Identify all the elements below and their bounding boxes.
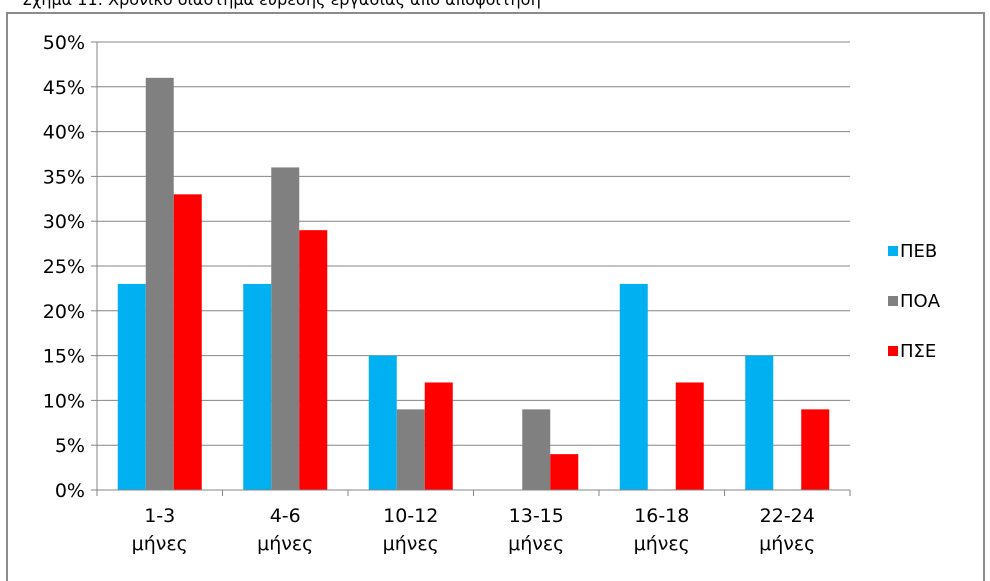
x-category-label: 13-15 μήνες bbox=[508, 505, 564, 555]
y-tick-label: 20% bbox=[43, 301, 85, 323]
bar-ΠΟΑ-4-6 μήνες bbox=[271, 167, 300, 490]
x-category-label: 22-24 μήνες bbox=[759, 505, 815, 555]
bars bbox=[117, 77, 830, 490]
y-tick-label: 15% bbox=[43, 346, 85, 368]
chart-frame bbox=[6, 12, 985, 581]
legend-label: ΠΣΕ bbox=[900, 341, 936, 362]
y-tick-label: 40% bbox=[43, 122, 85, 144]
legend-label: ΠΕΒ bbox=[900, 241, 937, 262]
bar-ΠΣΕ-10-12 μήνες bbox=[424, 382, 453, 490]
axes bbox=[96, 42, 851, 496]
bar-ΠΟΑ-13-15 μήνες bbox=[522, 409, 551, 490]
legend: ΠΕΒ ΠΟΑ ΠΣΕ bbox=[888, 241, 941, 362]
x-category-label: 16-18 μήνες bbox=[634, 505, 690, 555]
bar-ΠΕΒ-4-6 μήνες bbox=[243, 283, 272, 490]
y-tick-label: 50% bbox=[43, 32, 85, 54]
bar-ΠΕΒ-1-3 μήνες bbox=[117, 283, 146, 490]
bar-ΠΕΒ-10-12 μήνες bbox=[368, 355, 397, 490]
bar-ΠΣΕ-4-6 μήνες bbox=[299, 230, 328, 490]
bar-ΠΣΕ-16-18 μήνες bbox=[675, 382, 704, 490]
legend-swatch bbox=[888, 296, 898, 306]
x-category-label: 10-12 μήνες bbox=[383, 505, 439, 555]
bar-ΠΕΒ-16-18 μήνες bbox=[619, 283, 648, 490]
y-tick-label: 0% bbox=[55, 480, 85, 502]
bar-ΠΟΑ-10-12 μήνες bbox=[396, 409, 425, 490]
y-tick-label: 5% bbox=[55, 435, 85, 457]
bar-ΠΣΕ-22-24 μήνες bbox=[801, 409, 830, 490]
gridlines bbox=[91, 41, 850, 491]
bar-ΠΣΕ-13-15 μήνες bbox=[550, 454, 579, 490]
x-category-labels: 1-3 μήνες 4-6 μήνες 10-12 μήνες 13-15 μήνες 16-1… bbox=[132, 505, 816, 555]
legend-swatch bbox=[888, 346, 898, 356]
y-tick-label: 45% bbox=[43, 77, 85, 99]
y-tick-label: 30% bbox=[43, 211, 85, 233]
bar-ΠΣΕ-1-3 μήνες bbox=[173, 194, 202, 490]
y-tick-label: 35% bbox=[43, 166, 85, 188]
y-tick-labels: 0% 5% 10% 15% 20% 25% 30% 35% 40% 45% 50% bbox=[43, 32, 85, 502]
bar-ΠΟΑ-1-3 μήνες bbox=[145, 77, 174, 490]
legend-swatch bbox=[888, 246, 898, 256]
y-tick-label: 25% bbox=[43, 256, 85, 278]
bar-ΠΕΒ-22-24 μήνες bbox=[745, 355, 774, 490]
figure-caption: Σχήμα 11: Χρονικό διάστημα εύρεσης εργασ… bbox=[22, 0, 982, 9]
x-category-label: 4-6 μήνες bbox=[257, 505, 313, 555]
y-tick-label: 10% bbox=[43, 390, 85, 412]
legend-label: ΠΟΑ bbox=[900, 291, 941, 312]
x-category-label: 1-3 μήνες bbox=[132, 505, 188, 555]
